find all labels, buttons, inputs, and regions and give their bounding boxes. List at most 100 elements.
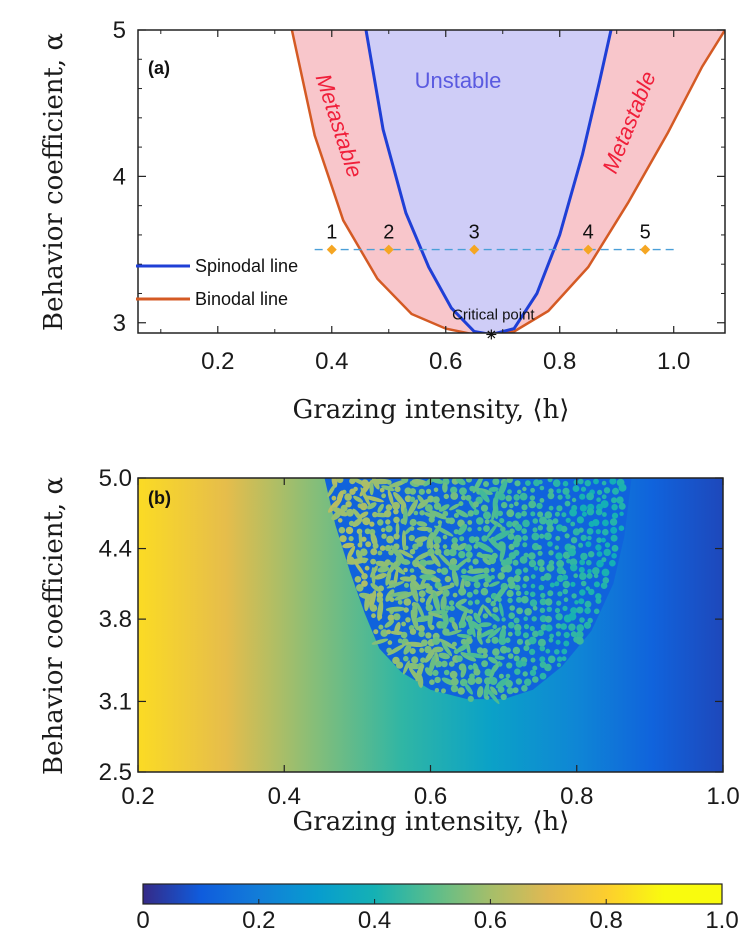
pattern-spot <box>345 526 354 535</box>
panel-b-y-tick-label: 5.0 <box>99 465 132 492</box>
pattern-spot <box>531 532 540 541</box>
pattern-spot <box>587 535 592 541</box>
pattern-spot <box>409 648 416 655</box>
pattern-spot <box>470 620 483 631</box>
pattern-spot <box>595 544 602 551</box>
pattern-spot <box>385 525 393 533</box>
pattern-spot <box>387 644 406 656</box>
pattern-spot <box>409 548 416 555</box>
pattern-spot <box>539 672 547 680</box>
pattern-spot <box>521 528 527 534</box>
panel-b-y-tick-label: 4.4 <box>99 536 132 563</box>
pattern-spot <box>457 542 467 551</box>
pattern-spot <box>533 479 540 487</box>
pattern-spot <box>498 602 504 618</box>
pattern-spot <box>369 478 392 485</box>
pattern-spot <box>585 541 592 548</box>
pattern-spot <box>381 527 386 533</box>
pattern-spot <box>603 487 611 494</box>
pattern-spot <box>445 629 462 636</box>
pattern-spot <box>498 673 504 679</box>
pattern-spot <box>505 647 511 653</box>
pattern-spot <box>348 536 354 542</box>
pattern-spot <box>420 657 426 663</box>
pattern-spot <box>458 501 464 507</box>
pattern-spot <box>468 664 474 670</box>
pattern-spot <box>499 543 506 562</box>
pattern-spot <box>612 487 619 495</box>
pattern-spot <box>586 492 594 501</box>
pattern-spot <box>580 486 587 492</box>
pattern-spot <box>514 668 521 675</box>
pattern-spot <box>487 627 501 639</box>
pattern-spot <box>513 549 520 557</box>
pattern-spot <box>432 636 441 645</box>
pattern-spot <box>415 583 430 591</box>
pattern-spot <box>530 657 536 663</box>
pattern-spot <box>524 590 529 596</box>
pattern-spot <box>581 511 587 517</box>
pattern-spot <box>561 656 567 662</box>
pattern-spot <box>578 566 585 573</box>
pattern-spot <box>421 639 428 647</box>
pattern-spot <box>432 496 440 504</box>
pattern-spot <box>506 687 514 695</box>
colorbar-tick-label: 1.0 <box>705 907 738 934</box>
pattern-spot <box>545 624 553 632</box>
pattern-spot <box>468 499 477 511</box>
pattern-spot <box>580 552 588 561</box>
pattern-spot <box>403 545 409 551</box>
pattern-spot <box>396 661 404 669</box>
pattern-spot <box>570 607 578 615</box>
pattern-spot <box>457 687 465 695</box>
pattern-spot <box>587 568 592 574</box>
pattern-spot <box>347 545 356 560</box>
pattern-spot <box>352 518 362 528</box>
pattern-spot <box>539 566 545 573</box>
binodal-line <box>290 30 725 333</box>
pattern-spot <box>460 494 467 501</box>
pattern-spot <box>409 518 417 527</box>
pattern-spot <box>563 631 570 639</box>
colorbar-gradient <box>142 883 723 905</box>
pattern-spot <box>490 686 498 696</box>
pattern-spot <box>555 639 561 645</box>
pattern-spot <box>420 569 436 575</box>
pattern-spot <box>327 484 336 498</box>
pattern-spot <box>522 567 529 573</box>
pattern-spot <box>441 688 446 694</box>
pattern-spot <box>495 677 509 689</box>
pattern-spot <box>482 557 491 566</box>
pattern-spot <box>448 661 455 667</box>
pattern-spot <box>399 558 411 565</box>
pattern-spot <box>336 478 344 484</box>
pattern-spot <box>438 504 450 512</box>
pattern-spot <box>453 529 459 535</box>
pattern-spot <box>468 565 474 570</box>
pattern-spot <box>574 600 579 605</box>
pattern-spot <box>469 485 476 492</box>
pattern-spot <box>530 511 536 517</box>
pattern-spot <box>428 539 434 550</box>
pattern-spot <box>467 600 473 606</box>
pattern-spot <box>569 558 578 567</box>
colorbar-ticks: 0 0.2 0.4 0.6 0.8 1.0 <box>136 899 739 934</box>
pattern-spot <box>419 510 425 516</box>
pattern-spot <box>386 629 391 635</box>
pattern-spot <box>374 573 387 580</box>
pattern-spot <box>555 613 563 621</box>
pattern-spot <box>394 486 401 493</box>
pattern-spot <box>455 598 467 606</box>
pattern-spot <box>475 677 483 685</box>
pattern-spot <box>588 551 595 558</box>
pattern-spot <box>563 640 570 647</box>
pattern-spot <box>568 623 576 631</box>
pattern-spot <box>517 489 522 494</box>
pattern-spot <box>438 638 457 650</box>
panel-a-y-tick-label: 4 <box>113 163 126 190</box>
pattern-spot <box>554 649 560 655</box>
pattern-spot <box>586 508 595 516</box>
pattern-spot <box>397 599 403 605</box>
pattern-spot <box>464 544 473 552</box>
pattern-spot <box>430 553 441 567</box>
